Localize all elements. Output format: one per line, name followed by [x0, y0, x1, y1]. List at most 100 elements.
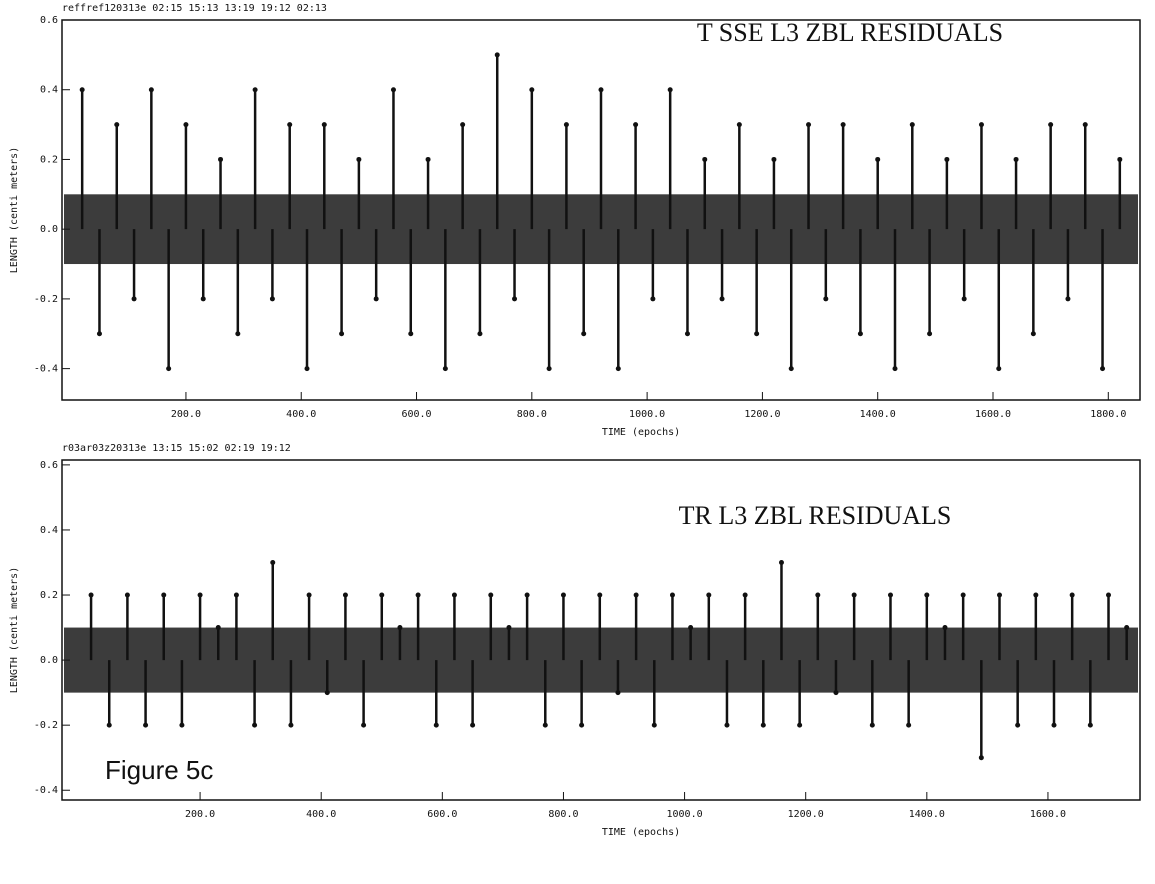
x-tick-label: 600.0 — [401, 409, 431, 420]
stem-tip — [684, 331, 690, 337]
stem-tip — [88, 592, 94, 598]
stem-tip — [887, 592, 893, 598]
stem-tip — [1124, 625, 1130, 631]
stem-tip — [1082, 122, 1088, 128]
stem-tip — [1033, 592, 1039, 598]
stem-tip — [581, 331, 587, 337]
x-tick-label: 1200.0 — [744, 409, 780, 420]
stem-tip — [924, 592, 930, 598]
chart-title: T SSE L3 ZBL RESIDUALS — [697, 18, 1003, 47]
stem-tip — [633, 122, 639, 128]
stem-tip — [788, 366, 794, 372]
x-tick-label: 1600.0 — [975, 409, 1011, 420]
stem-tip — [506, 625, 512, 631]
stem-tip — [1100, 366, 1106, 372]
y-tick-label: 0.2 — [40, 154, 58, 165]
stem-tip — [179, 722, 185, 728]
y-tick-label: 0.4 — [40, 525, 58, 536]
stem-tip — [1051, 722, 1057, 728]
stem-tip — [442, 366, 448, 372]
stem-tip — [470, 722, 476, 728]
x-tick-label: 1200.0 — [788, 809, 824, 820]
y-axis-label: LENGTH (centi meters) — [9, 147, 20, 273]
x-tick-label: 1800.0 — [1090, 409, 1126, 420]
plot-frame — [61, 19, 1141, 401]
stem-tip — [215, 625, 221, 631]
x-tick-label: 400.0 — [306, 809, 336, 820]
y-tick-label: 0.2 — [40, 590, 58, 601]
stem-tip — [306, 592, 312, 598]
stem-tip — [425, 156, 431, 162]
stem-tip — [706, 592, 712, 598]
stem-tip — [906, 722, 912, 728]
stem-tip — [778, 559, 784, 565]
stem-tip — [815, 592, 821, 598]
stem-tip — [379, 592, 385, 598]
stem-tip — [1030, 331, 1036, 337]
x-tick-label: 800.0 — [548, 809, 578, 820]
stem-tip — [669, 592, 675, 598]
x-tick-label: 1400.0 — [860, 409, 896, 420]
stem-tip — [494, 52, 500, 58]
y-tick-label: -0.2 — [34, 294, 58, 305]
stem-tip — [131, 296, 137, 302]
stem-tip — [1013, 156, 1019, 162]
stem-tip — [944, 156, 950, 162]
stem-tip — [356, 156, 362, 162]
stem-tip — [615, 690, 621, 696]
y-tick-label: -0.2 — [34, 720, 58, 731]
stem-tip — [851, 592, 857, 598]
stem-tip — [892, 366, 898, 372]
stem-tip — [166, 366, 172, 372]
x-tick-label: 1600.0 — [1030, 809, 1066, 820]
stem-tip — [1015, 722, 1021, 728]
stem-tip — [488, 592, 494, 598]
y-tick-label: 0.0 — [40, 655, 58, 666]
stem-tip — [736, 122, 742, 128]
y-tick-label: 0.6 — [40, 460, 58, 471]
stem-tip — [235, 331, 241, 337]
stem-tip — [688, 625, 694, 631]
stem-tip — [408, 331, 414, 337]
stem-tip — [909, 122, 915, 128]
stem-tip — [546, 366, 552, 372]
stem-tip — [869, 722, 875, 728]
stem-tip — [270, 559, 276, 565]
plot-frame — [61, 459, 1141, 801]
stem-tip — [754, 331, 760, 337]
y-tick-label: 0.0 — [40, 224, 58, 235]
stem-tip — [797, 722, 803, 728]
stem-tip — [823, 296, 829, 302]
stem-tip — [321, 122, 327, 128]
stem-tip — [857, 331, 863, 337]
stem-tip — [702, 156, 708, 162]
stem-tip — [996, 592, 1002, 598]
stem-tip — [806, 122, 812, 128]
stem-tip — [1087, 722, 1093, 728]
x-axis-label: TIME (epochs) — [602, 427, 680, 438]
stem-tip — [961, 296, 967, 302]
stem-tip — [996, 366, 1002, 372]
stem-tip — [633, 592, 639, 598]
stem-tip — [96, 331, 102, 337]
stem-tip — [342, 592, 348, 598]
x-tick-label: 400.0 — [286, 409, 316, 420]
stem-tip — [390, 87, 396, 93]
stem-tip — [960, 592, 966, 598]
stem-tip — [598, 87, 604, 93]
stem-tip — [477, 331, 483, 337]
stem-tip — [942, 625, 948, 631]
stem-tip — [927, 331, 933, 337]
x-tick-label: 1000.0 — [667, 809, 703, 820]
stem-tip — [542, 722, 548, 728]
stem-tip — [361, 722, 367, 728]
stem-tip — [114, 122, 120, 128]
stem-tip — [397, 625, 403, 631]
stem-tip — [978, 122, 984, 128]
stem-tip — [1106, 592, 1112, 598]
stem-tip — [579, 722, 585, 728]
stem-tip — [560, 592, 566, 598]
stem-tip — [1065, 296, 1071, 302]
x-tick-label: 1400.0 — [909, 809, 945, 820]
stem-tip — [1048, 122, 1054, 128]
